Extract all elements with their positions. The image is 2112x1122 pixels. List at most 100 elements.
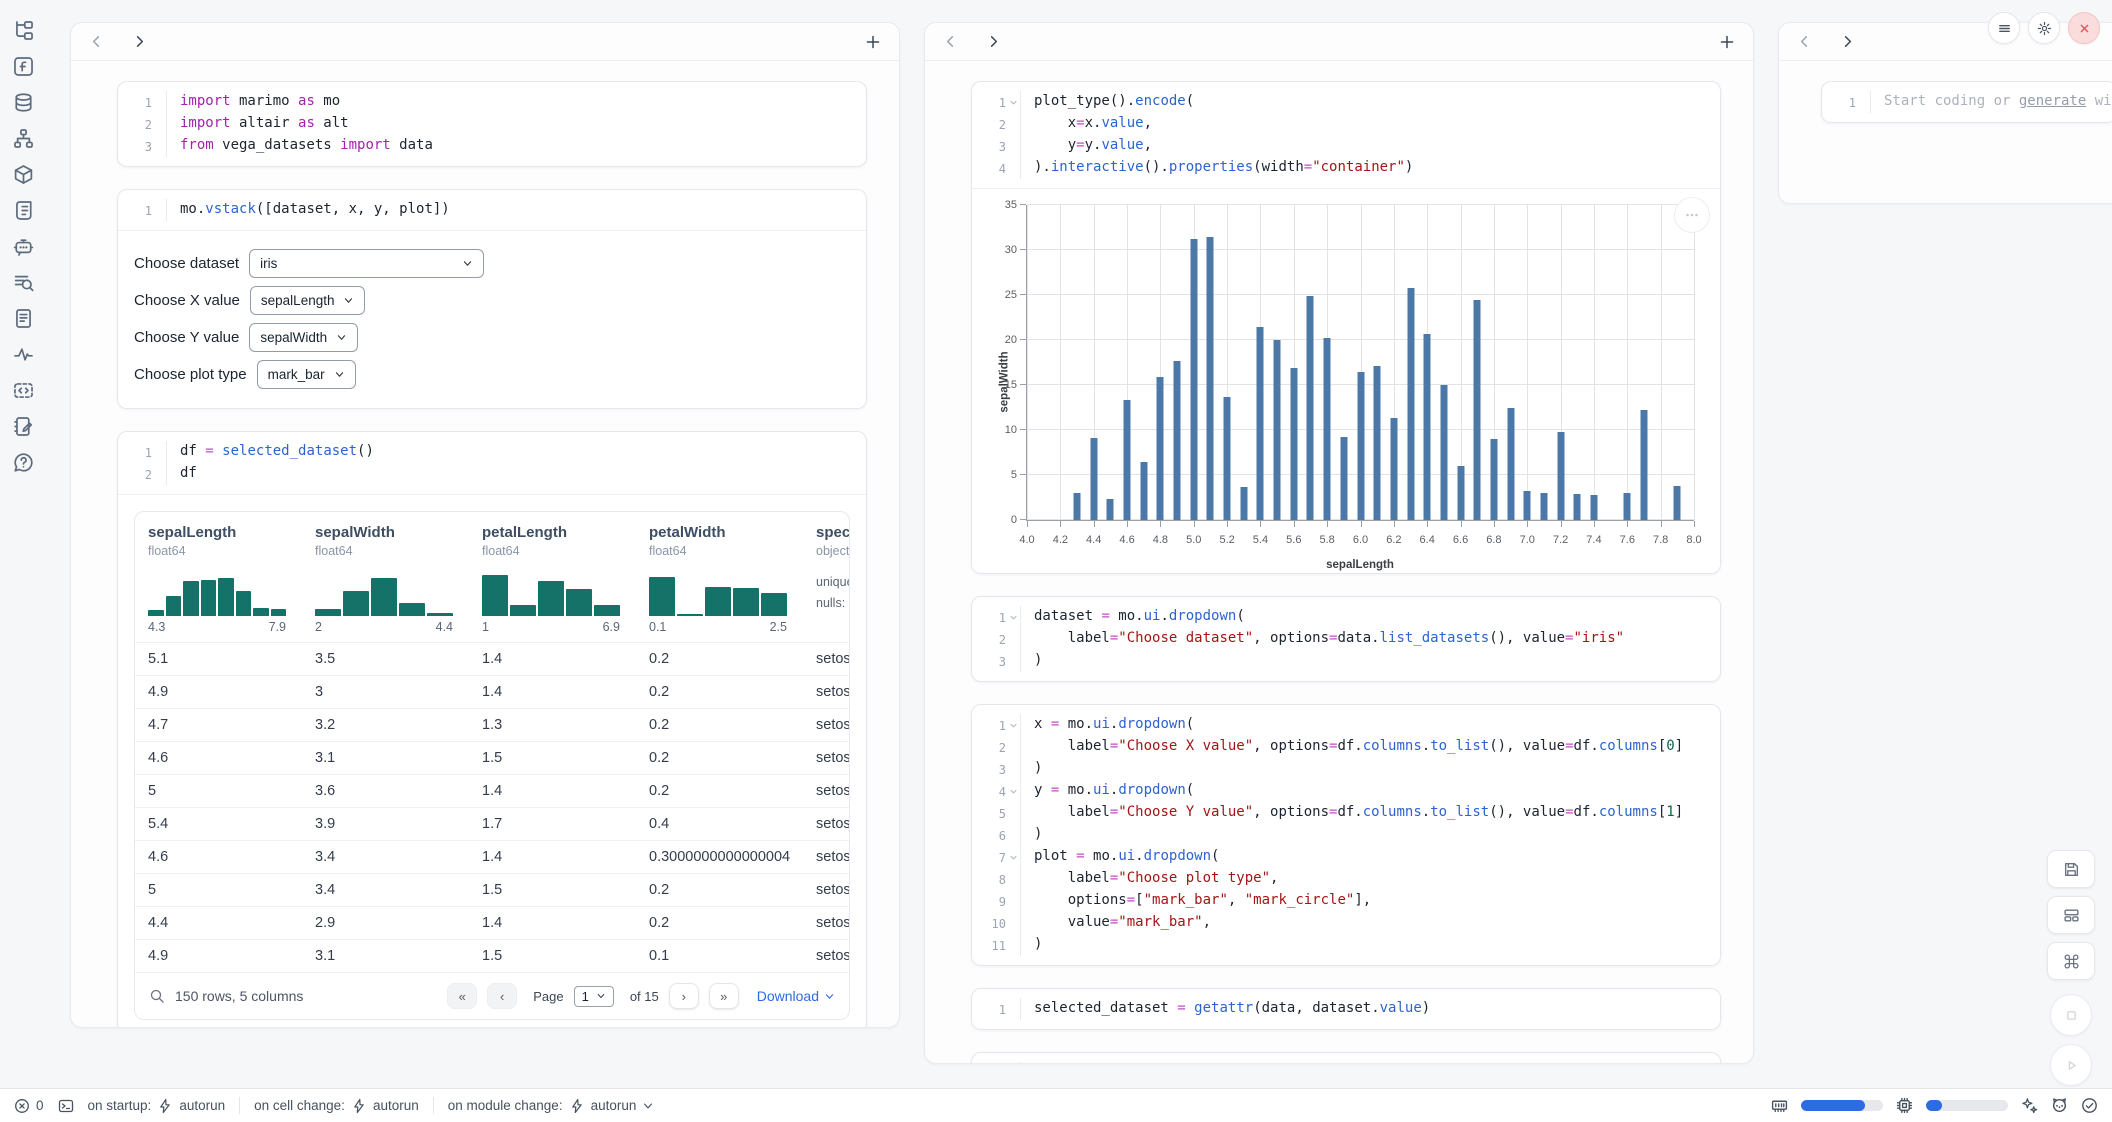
ai-sparkles-icon[interactable] (2021, 1097, 2038, 1114)
page-select[interactable]: 1 (574, 986, 614, 1007)
code-editor-plot-encode[interactable]: 1plot_type().encode(2 x=x.value,3 y=y.va… (972, 82, 1720, 188)
code-editor-imports[interactable]: 1import marimo as mo2import altair as al… (118, 82, 866, 166)
notebook-icon[interactable] (13, 416, 34, 437)
dependency-graph-icon[interactable] (13, 128, 34, 149)
code-editor-vstack[interactable]: 1mo.vstack([dataset, x, y, plot]) (118, 190, 866, 230)
column-header-sepalLength[interactable]: sepalLengthfloat644.37.9 (135, 524, 302, 634)
package-box-icon[interactable] (13, 164, 34, 185)
table-row[interactable]: 4.73.21.30.2setosa (135, 708, 849, 741)
add-column-button[interactable] (1719, 34, 1735, 50)
code-editor-plot-type[interactable]: 1plot_type = getattr(alt.Chart(df), plot… (972, 1053, 1720, 1063)
code-editor-new-cell[interactable]: 1Start coding or generate with AI (1822, 82, 2112, 122)
cell-plot-type: 1plot_type = getattr(alt.Chart(df), plot… (971, 1052, 1721, 1063)
collapse-toggle (1006, 890, 1020, 912)
code-line: 3 y=y.value, (972, 135, 1706, 157)
plot-area[interactable]: 051015202530354.04.24.44.64.85.05.25.45.… (1026, 205, 1694, 521)
code-editor-dataframe[interactable]: 1df = selected_dataset()2df (118, 432, 866, 494)
collapse-toggle[interactable] (1006, 780, 1020, 802)
collapse-toggle[interactable] (1006, 91, 1020, 113)
chevron-down-icon (642, 1100, 654, 1112)
table-cell: 3.2 (302, 717, 469, 733)
previous-page-button[interactable]: ‹ (487, 983, 517, 1009)
snippets-icon[interactable] (13, 380, 34, 401)
table-row[interactable]: 4.93.11.50.1setosa (135, 939, 849, 972)
next-page-button[interactable]: › (669, 983, 699, 1009)
ellipsis-icon (1684, 207, 1700, 223)
tracing-icon[interactable] (13, 344, 34, 365)
runmode-on-startup[interactable]: on startup: autorun (88, 1098, 226, 1114)
run-button[interactable] (2050, 1044, 2092, 1086)
chart-options-button[interactable] (1674, 197, 1710, 233)
column-forward-button[interactable] (132, 34, 147, 49)
column-back-button[interactable] (943, 34, 958, 49)
command-palette-button[interactable] (2047, 942, 2095, 980)
generate-with-ai-link[interactable]: generate (2019, 93, 2086, 109)
table-row[interactable]: 53.41.50.2setosa (135, 873, 849, 906)
collapse-toggle[interactable] (1006, 846, 1020, 868)
help-icon[interactable] (13, 452, 34, 473)
column-type: float64 (315, 544, 469, 558)
column-forward-button[interactable] (986, 34, 1001, 49)
collapse-toggle[interactable] (1006, 606, 1020, 628)
column-header-petalWidth[interactable]: petalWidthfloat640.12.5 (636, 524, 803, 634)
table-row[interactable]: 4.63.11.50.2setosa (135, 741, 849, 774)
column-back-button[interactable] (1797, 34, 1812, 49)
column-forward-button[interactable] (1840, 34, 1855, 49)
histogram-bar (371, 578, 397, 616)
table-row[interactable]: 53.61.40.2setosa (135, 774, 849, 807)
table-row[interactable]: 4.931.40.2setosa (135, 675, 849, 708)
plot-type-select[interactable]: mark_bar (257, 360, 356, 389)
column-header-petalLength[interactable]: petalLengthfloat6416.9 (469, 524, 636, 634)
table-row[interactable]: 4.63.41.40.3000000000000004setosa (135, 840, 849, 873)
error-indicator[interactable]: 0 (14, 1098, 44, 1114)
collapse-toggle[interactable] (1006, 714, 1020, 736)
table-cell: 0.3000000000000004 (636, 849, 803, 865)
file-tree-icon[interactable] (13, 20, 34, 41)
search-icon[interactable] (149, 988, 165, 1004)
function-square-icon[interactable] (13, 56, 34, 77)
first-page-button[interactable]: « (447, 983, 477, 1009)
cell-output: sepalWidthsepalLength051015202530354.04.… (972, 188, 1720, 571)
terminal-button[interactable] (58, 1098, 74, 1114)
code-editor-xy-plot-dropdowns[interactable]: 1x = mo.ui.dropdown(2 label="Choose X va… (972, 705, 1720, 965)
code-editor-selected-dataset[interactable]: 1selected_dataset = getattr(data, datase… (972, 989, 1720, 1029)
code-text: plot = mo.ui.dropdown( (1020, 846, 1706, 868)
chat-bot-icon[interactable] (13, 236, 34, 257)
y-value-select[interactable]: sepalWidth (249, 323, 358, 352)
x-value-select[interactable]: sepalLength (250, 286, 366, 315)
cat-icon[interactable] (2051, 1097, 2068, 1114)
stop-button[interactable] (2050, 994, 2092, 1036)
logs-icon[interactable] (13, 272, 34, 293)
table-cell: 2.9 (302, 915, 469, 931)
table-row[interactable]: 5.43.91.70.4setosa (135, 807, 849, 840)
database-icon[interactable] (13, 92, 34, 113)
layout-button[interactable] (2047, 896, 2095, 934)
runmode-on-cell-change[interactable]: on cell change: autorun (254, 1098, 419, 1114)
column-back-button[interactable] (89, 34, 104, 49)
document-icon[interactable] (13, 308, 34, 329)
table-cell: 4.9 (135, 948, 302, 964)
code-text: from vega_datasets import data (166, 135, 852, 157)
line-number: 5 (972, 802, 1006, 824)
download-button[interactable]: Download (757, 988, 835, 1004)
chart-bar (1474, 300, 1481, 520)
column-header-sepalWidth[interactable]: sepalWidthfloat6424.4 (302, 524, 469, 634)
close-button[interactable] (2068, 12, 2100, 44)
chart-bar (1174, 361, 1181, 520)
code-editor-dataset-dropdown[interactable]: 1dataset = mo.ui.dropdown(2 label="Choos… (972, 597, 1720, 681)
dataset-select[interactable]: iris (249, 249, 484, 278)
table-cell: setosa (803, 651, 849, 667)
add-column-button[interactable] (865, 34, 881, 50)
table-row[interactable]: 5.13.51.40.2setosa (135, 642, 849, 675)
table-cell: 5 (135, 882, 302, 898)
settings-button[interactable] (2028, 12, 2060, 44)
last-page-button[interactable]: » (709, 983, 739, 1009)
line-number: 1 (972, 91, 1006, 113)
save-button[interactable] (2047, 850, 2095, 888)
scratchpad-icon[interactable] (13, 200, 34, 221)
connection-status-icon[interactable] (2081, 1097, 2098, 1114)
table-row[interactable]: 4.42.91.40.2setosa (135, 906, 849, 939)
menu-button[interactable] (1988, 12, 2020, 44)
runmode-on-module-change[interactable]: on module change: autorun (448, 1098, 655, 1114)
column-header-species[interactable]: speciesobjectunique:nulls: (803, 524, 849, 634)
